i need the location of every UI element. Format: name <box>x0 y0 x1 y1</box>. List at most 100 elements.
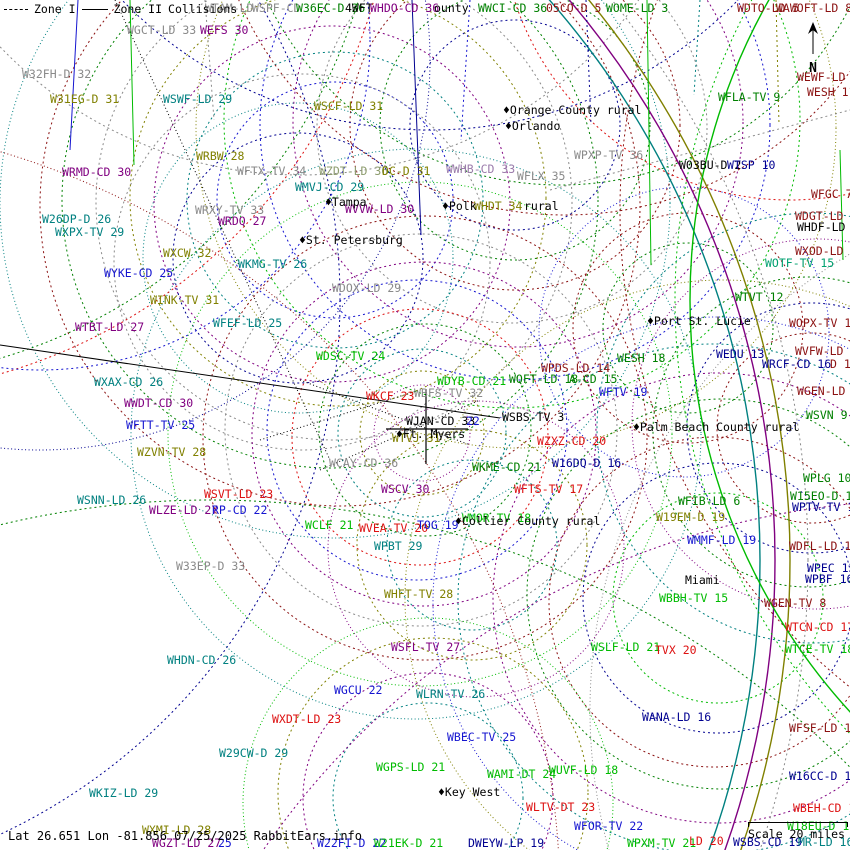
city-label: Miami <box>685 573 720 587</box>
station-label: WKIZ-LD 29 <box>89 786 159 800</box>
coverage-contour <box>0 0 341 835</box>
station-label: WHDF-LD 4 <box>797 220 850 234</box>
station-label: WHDN-CD 26 <box>167 653 237 667</box>
coverage-contour <box>716 332 850 524</box>
coverage-contour <box>513 0 850 201</box>
coverage-contour <box>186 51 484 349</box>
coverage-contour <box>596 212 850 644</box>
coverage-contour <box>216 81 454 319</box>
station-label: WBEC-TV 25 <box>447 730 517 744</box>
station-label: W03BU-D 2 <box>679 158 742 172</box>
coverage-contour <box>224 233 618 627</box>
station-label: WOPX-TV 14 <box>789 316 850 330</box>
station-label: W16DQ-D 16 <box>552 456 622 470</box>
station-label: WPBF 16 <box>805 572 850 586</box>
coverage-line <box>646 0 652 266</box>
coverage-contour <box>548 0 761 850</box>
station-label: WLRN-TV 26 <box>416 687 486 701</box>
station-label: WXOD-LD 8 <box>795 244 850 258</box>
city-label: ♦Orlando <box>505 119 561 133</box>
city-label: rural <box>524 199 559 213</box>
coverage-contour <box>356 429 588 661</box>
zone2-solid-line-sample <box>81 8 108 10</box>
scale-bar: Scale 20 miles <box>748 822 848 841</box>
station-label: WSCF-LD 31 <box>314 99 384 113</box>
station-label: WRDQ 27 <box>218 214 267 228</box>
coverage-line <box>585 0 592 126</box>
station-label: WHDT 34 <box>474 199 523 213</box>
station-label: WEWF-LD 5 <box>797 70 850 84</box>
city-label: ♦Polk <box>442 199 477 213</box>
coverage-line <box>204 0 215 121</box>
station-label: WFSF-LD 10 <box>789 721 850 735</box>
city-label: ounty <box>434 1 469 15</box>
station-label: WGCT-LD 33 <box>127 23 197 37</box>
station-label: WZXZ-CD 20 <box>537 434 607 448</box>
station-label: WMVJ-CD 29 <box>295 180 365 194</box>
coverage-contour <box>223 0 801 409</box>
station-label: WSLF-LD 21 <box>591 640 661 654</box>
city-label: ♦St. Petersburg <box>299 233 403 247</box>
station-label: WFTS-TV 17 <box>514 482 584 496</box>
station-label: WFOR-TV 22 <box>574 819 644 833</box>
station-label: WEDU 13 <box>716 347 765 361</box>
station-label: WFTT-TV 25 <box>126 418 196 432</box>
station-label: WHDO-CD 36 <box>370 1 440 15</box>
station-label: W29CW-D 29 <box>219 746 289 760</box>
coordinates-readout: Lat 26.651 Lon -81.856 07/25/2025 Rabbit… <box>8 829 363 843</box>
station-label: 4WFT <box>345 1 373 15</box>
station-label: WXMI-LD 28 <box>142 823 212 837</box>
coverage-contour <box>242 617 614 850</box>
station-label: WVFW-LD 8 <box>795 344 850 358</box>
station-label: WMOR-TV 18 <box>462 511 532 525</box>
coverage-line <box>114 0 331 461</box>
coverage-contour <box>689 0 850 713</box>
station-label: WDGT-LD 5 <box>795 209 850 223</box>
coverage-contour <box>291 308 549 566</box>
station-label: WLZE-LD 27 <box>149 503 219 517</box>
station-label: WPDS-LD 14 <box>541 361 611 375</box>
coverage-contour <box>277 637 589 850</box>
station-label: WGEN-TV 8 <box>764 596 827 610</box>
coverage-line <box>693 0 701 96</box>
station-label: WSNN-LD 26 <box>77 493 147 507</box>
station-label: WRMD-CD 30 <box>62 165 132 179</box>
station-label: RP-CD 22 <box>212 503 268 517</box>
coverage-line <box>69 0 79 151</box>
station-label: WPLG 10 <box>803 471 850 485</box>
station-label: WBEH-CD 17 <box>793 801 850 815</box>
station-label: W33EP-D 33 <box>176 559 246 573</box>
coverage-contour <box>337 348 507 518</box>
station-label: WVEA-TV 20 <box>359 521 429 535</box>
station-label: A-CD 15 <box>569 372 618 386</box>
station-label: D 11 <box>830 357 850 371</box>
coverage-contour <box>526 398 850 790</box>
map-legend: Zone I Zone II Collisions <box>4 2 237 16</box>
coverage-contour <box>302 672 554 850</box>
station-label: WDFL-LD 11 <box>789 539 850 553</box>
station-label: WFLX 35 <box>517 169 566 183</box>
coverage-contour <box>0 499 850 769</box>
coverage-contour <box>113 73 491 451</box>
station-label: W16CC-D 16 <box>789 769 850 783</box>
coverage-contour <box>316 0 708 324</box>
coverage-contour <box>195 0 837 449</box>
station-label: WSFL-TV 27 <box>391 640 461 654</box>
station-label: WCAY-CD 36 <box>329 456 399 470</box>
station-label: WESH 18 <box>617 351 666 365</box>
station-label: WFLA-TV 9 <box>718 90 781 104</box>
station-label: 22 <box>466 414 480 428</box>
station-label: DWEYW-LP 19 <box>468 836 545 850</box>
station-label: WTCN-CD 17 <box>785 620 850 634</box>
coverage-contour <box>379 0 651 261</box>
station-label: W19EM-D 19 <box>656 510 726 524</box>
station-label: W26DP-D 26 <box>42 212 112 226</box>
coverage-contour <box>266 279 568 581</box>
north-label: N <box>809 61 817 76</box>
coverage-contour <box>611 0 809 850</box>
city-label: ♦Orange County rural <box>503 103 642 117</box>
station-label: WAMI-DT 24 <box>487 767 557 781</box>
station-label: WWCI-CD 36 <box>478 1 548 15</box>
station-label: WDSC-TV 24 <box>316 349 386 363</box>
